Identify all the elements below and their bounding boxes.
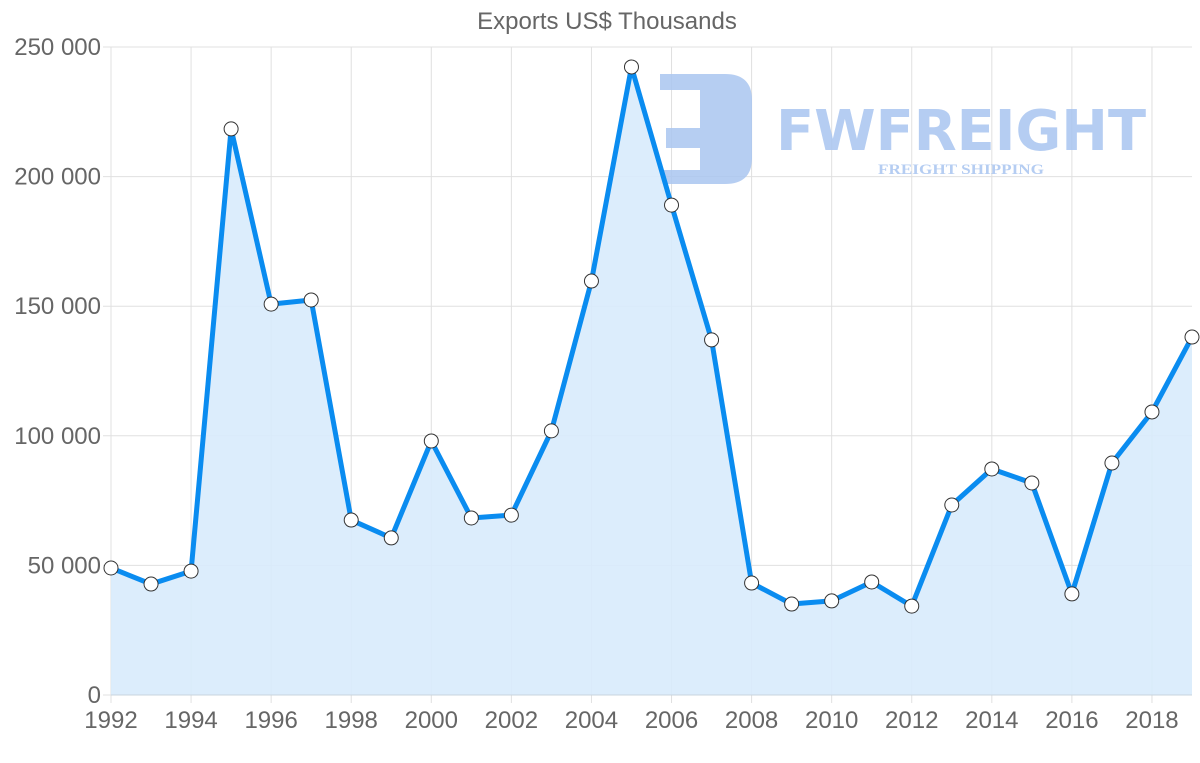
area-fill xyxy=(111,66,1192,696)
y-tick-label: 250 000 xyxy=(14,34,101,61)
data-point-marker[interactable]: 2016: 39000 xyxy=(1064,586,1080,602)
data-point-marker[interactable]: 2012: 34300 xyxy=(904,598,920,614)
data-point-marker[interactable]: 2003: 101900 xyxy=(543,423,559,439)
y-tick-label: 150 000 xyxy=(14,293,101,320)
watermark-brand: FWFREIGHT xyxy=(776,99,1146,164)
data-point-marker[interactable]: 2007: 137000 xyxy=(704,332,720,348)
data-point-marker[interactable]: 2017: 89500 xyxy=(1104,455,1120,471)
logo-mark-icon xyxy=(660,74,752,184)
x-tick-label: 2004 xyxy=(565,707,618,734)
data-point-marker[interactable]: 1998: 67500 xyxy=(343,512,359,528)
x-tick-label: 1994 xyxy=(164,707,217,734)
chart-title: Exports US$ Thousands xyxy=(477,8,737,35)
data-point-marker[interactable]: 2008: 43200 xyxy=(744,575,760,591)
data-point-marker[interactable]: 1992: 49000 xyxy=(103,560,119,576)
data-point-marker[interactable]: 2013: 73300 xyxy=(944,497,960,513)
data-point-marker[interactable]: 2000: 98000 xyxy=(423,433,439,449)
series-line xyxy=(110,64,1195,609)
y-tick-label: 50 000 xyxy=(28,552,101,579)
data-point-marker[interactable]: 2015: 81800 xyxy=(1024,475,1040,491)
x-tick-label: 2002 xyxy=(485,707,538,734)
x-tick-label: 1992 xyxy=(84,707,137,734)
x-tick-label: 2012 xyxy=(885,707,938,734)
x-tick-label: 2006 xyxy=(645,707,698,734)
data-point-marker[interactable]: 2019: 138100 xyxy=(1184,329,1200,345)
data-point-marker[interactable]: 1997: 152400 xyxy=(303,292,319,308)
data-point-marker[interactable]: 1994: 47800 xyxy=(183,563,199,579)
watermark-tagline: FREIGHT SHIPPING xyxy=(878,162,1044,178)
x-tick-label: 2018 xyxy=(1125,707,1178,734)
data-point-marker[interactable]: 2014: 87200 xyxy=(984,461,1000,477)
data-point-marker[interactable]: 2009: 35100 xyxy=(784,596,800,612)
x-tick-label: 2010 xyxy=(805,707,858,734)
data-points: 1992: 49000 1993: 42800 1994: 47800 1995: 2… xyxy=(103,59,1200,614)
data-point-marker[interactable]: 2004: 159700 xyxy=(583,273,599,289)
x-tick-label: 2014 xyxy=(965,707,1018,734)
x-tick-label: 2016 xyxy=(1045,707,1098,734)
x-tick-label: 1998 xyxy=(325,707,378,734)
y-tick-label: 200 000 xyxy=(14,164,101,191)
x-tick-label: 1996 xyxy=(244,707,297,734)
data-point-marker[interactable]: 2018: 109200 xyxy=(1144,404,1160,420)
data-point-marker[interactable]: 2006: 189000 xyxy=(664,197,680,213)
y-tick-label: 100 000 xyxy=(14,423,101,450)
data-point-marker[interactable]: 1993: 42800 xyxy=(143,576,159,592)
data-point-marker[interactable]: 1999: 60600 xyxy=(383,530,399,546)
data-point-marker[interactable]: 2001: 68300 xyxy=(463,510,479,526)
y-tick-label: 0 xyxy=(88,682,101,709)
data-point-marker[interactable]: 2002: 69400 xyxy=(503,507,519,523)
x-tick-label: 2000 xyxy=(405,707,458,734)
data-point-marker[interactable]: 1996: 150800 xyxy=(263,296,279,312)
data-point-marker[interactable]: 2011: 43600 xyxy=(864,574,880,590)
x-tick-label: 2008 xyxy=(725,707,778,734)
data-point-marker[interactable]: 2010: 36300 xyxy=(824,593,840,609)
data-point-marker[interactable]: 1995: 218400 xyxy=(223,121,239,137)
data-point-marker[interactable]: 2005: 242300 xyxy=(623,59,639,75)
